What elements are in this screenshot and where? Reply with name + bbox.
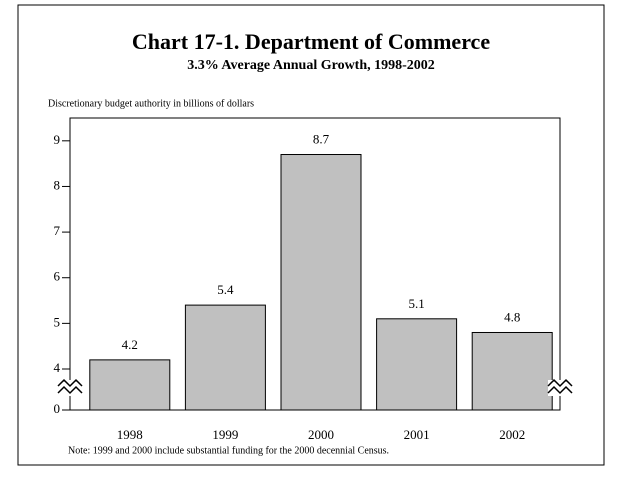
y-tick-label: 7 (54, 223, 61, 238)
value-label: 4.8 (504, 309, 520, 324)
note: Note: 1999 and 2000 include substantial … (68, 445, 389, 456)
y-tick-label: 8 (54, 177, 61, 192)
x-tick-label: 1998 (117, 427, 143, 442)
x-tick-label: 2002 (499, 427, 525, 442)
y-tick-label: 5 (54, 314, 61, 329)
value-label: 8.7 (313, 131, 330, 146)
y-tick-label: 0 (54, 401, 61, 416)
axis-break (56, 378, 573, 396)
chart-subtitle: 3.3% Average Annual Growth, 1998-2002 (187, 58, 435, 73)
bar (89, 359, 171, 411)
bar (280, 154, 362, 411)
y-tick-label: 9 (54, 132, 61, 147)
y-tick-label: 4 (54, 360, 61, 375)
x-tick-label: 1999 (212, 427, 238, 442)
chart-title: Chart 17-1. Department of Commerce (132, 29, 490, 54)
value-label: 4.2 (122, 337, 138, 352)
bar (184, 304, 266, 411)
x-tick-label: 2000 (308, 427, 334, 442)
y-axis-label: Discretionary budget authority in billio… (48, 98, 254, 109)
frame (17, 4, 605, 466)
y-tick-label: 6 (54, 269, 61, 284)
x-tick-label: 2001 (404, 427, 430, 442)
bar (376, 318, 458, 411)
value-label: 5.4 (217, 282, 234, 297)
value-label: 5.1 (408, 296, 424, 311)
bar (471, 331, 553, 411)
